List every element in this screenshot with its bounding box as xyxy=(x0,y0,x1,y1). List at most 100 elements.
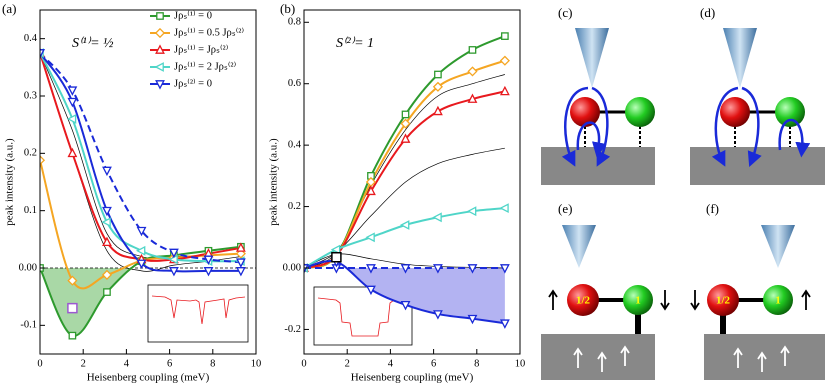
data-point xyxy=(467,314,478,325)
x-axis-label: Heisenberg coupling (meV) xyxy=(351,372,474,384)
data-point xyxy=(432,81,443,92)
legend-marker xyxy=(154,27,166,39)
y-tick-label: 0.2 xyxy=(288,201,301,212)
highlight-point xyxy=(331,252,342,263)
data-point xyxy=(235,258,246,268)
x-tick-label: 10 xyxy=(251,358,262,369)
x-tick-label: 6 xyxy=(431,358,436,369)
legend-label: Jρₛ⁽¹⁾ = 0 xyxy=(174,9,212,21)
plot-area xyxy=(304,32,510,329)
frame xyxy=(303,9,521,355)
data-point xyxy=(235,242,246,252)
data-point xyxy=(366,185,376,196)
annotation: S⁽²⁾= 1 xyxy=(336,36,374,51)
data-point xyxy=(101,217,111,228)
data-point xyxy=(433,310,443,320)
y-tick-label: 0.00 xyxy=(283,262,301,273)
panel-label: (d) xyxy=(700,5,715,20)
x-tick-label: 2 xyxy=(345,358,350,369)
legend-label: Jρₛ⁽¹⁾ = 0.5 Jρₛ⁽²⁾ xyxy=(174,26,244,38)
data-point xyxy=(467,66,478,77)
diagram-f: (f) 1/2 1 xyxy=(690,201,825,380)
y-tick-label: 0.6 xyxy=(288,78,301,89)
data-point xyxy=(103,288,111,296)
data-point xyxy=(101,269,113,280)
chart-panel: (b) 0 2 4 6 8 10 -0.2 0.00 0.2 0.4 0.6 0.8 Heisenberg… xyxy=(268,1,526,384)
data-point xyxy=(433,105,443,116)
spin-label: 1/2 xyxy=(716,295,731,307)
x-tick-label: 6 xyxy=(167,358,172,369)
panel-label: (c) xyxy=(558,5,572,20)
data-point xyxy=(136,259,147,269)
data-point xyxy=(102,166,112,177)
data-point xyxy=(433,264,443,274)
y-tick-label: 0.1 xyxy=(24,205,37,216)
legend-label: Jρₛ⁽¹⁾ = 2 Jρₛ⁽²⁾ xyxy=(174,60,237,72)
x-tick-label: 8 xyxy=(210,358,215,369)
x-tick-label: 0 xyxy=(301,358,306,369)
annotation: S⁽¹⁾= ½ xyxy=(72,36,114,51)
data-point xyxy=(467,93,478,103)
data-point xyxy=(400,118,411,129)
highlight-point xyxy=(67,302,78,314)
data-point xyxy=(168,254,178,265)
data-point xyxy=(366,264,376,274)
chart-panel: (a) 0 2 4 6 8 10 -0.1 0.00 0.1 0.2 0.3 0.4 Heisenberg… xyxy=(2,1,261,384)
data-point xyxy=(135,245,146,256)
legend-marker xyxy=(156,12,164,20)
legend-label: Jρₛ⁽¹⁾ = Jρₛ⁽²⁾ xyxy=(174,43,229,55)
panel-label: (a) xyxy=(2,1,16,16)
data-point xyxy=(499,319,510,329)
data-point xyxy=(68,331,77,340)
x-tick-label: 4 xyxy=(388,358,394,369)
y-tick-label: 0.4 xyxy=(288,140,302,151)
data-point xyxy=(401,110,410,119)
data-point xyxy=(102,236,112,247)
data-point xyxy=(432,212,442,223)
x-axis-label: Heisenberg coupling (meV) xyxy=(87,372,210,384)
diagram-e: (e) 1/2 1 xyxy=(541,201,670,380)
frame xyxy=(39,9,257,355)
data-point xyxy=(203,267,214,277)
data-point xyxy=(136,226,147,237)
data-point xyxy=(501,32,509,40)
legend-marker xyxy=(154,62,164,72)
data-point xyxy=(66,114,77,124)
data-point xyxy=(468,46,477,54)
legend-marker xyxy=(155,80,165,90)
data-point xyxy=(67,86,78,96)
data-point xyxy=(400,133,411,143)
y-tick-label: 0.4 xyxy=(24,33,38,44)
data-point xyxy=(499,264,510,274)
data-point xyxy=(203,255,214,265)
data-point xyxy=(466,206,477,217)
spin-label: 1/2 xyxy=(576,295,591,307)
spin-label: 1 xyxy=(775,295,781,307)
data-point xyxy=(366,285,376,296)
y-tick-label: 0.8 xyxy=(288,17,301,28)
data-point xyxy=(400,264,411,274)
legend-label: Jρₛ⁽²⁾ = 0 xyxy=(174,77,212,89)
y-axis-label: peak intensity (a.u.) xyxy=(268,138,280,226)
x-tick-label: 0 xyxy=(37,358,42,369)
diagram-c: (c) xyxy=(541,5,655,185)
panel-label: (e) xyxy=(558,201,572,216)
x-tick-label: 4 xyxy=(124,358,130,369)
panel-label: (f) xyxy=(706,201,719,216)
spin-label: 1 xyxy=(635,295,641,307)
inset-a xyxy=(147,284,249,343)
y-tick-label: 0.3 xyxy=(24,90,37,101)
data-point xyxy=(330,244,341,255)
x-tick-label: 8 xyxy=(474,358,479,369)
data-point xyxy=(499,203,509,214)
diagram-d: (d) xyxy=(690,5,825,185)
legend-marker xyxy=(155,44,165,54)
area-fill xyxy=(304,268,505,324)
data-point xyxy=(467,264,478,274)
data-point xyxy=(400,301,411,311)
y-tick-label: -0.1 xyxy=(20,320,37,331)
y-tick-label: -0.2 xyxy=(284,324,301,335)
series-line xyxy=(304,59,506,269)
data-point xyxy=(67,147,78,158)
